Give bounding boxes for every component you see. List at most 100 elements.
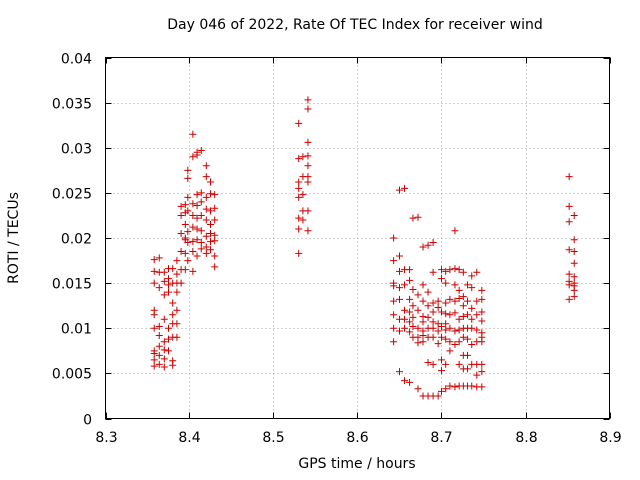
data-point <box>184 207 192 215</box>
data-point <box>396 284 403 292</box>
data-point <box>406 295 414 303</box>
data-point <box>211 263 219 271</box>
grid <box>105 57 610 419</box>
data-point <box>189 238 197 246</box>
data-point <box>455 338 463 346</box>
data-point <box>401 306 409 314</box>
data-point <box>478 286 486 294</box>
data-point <box>173 257 181 265</box>
data-point <box>193 191 201 199</box>
data-point <box>409 322 417 330</box>
data-point <box>165 324 172 332</box>
data-point <box>202 173 210 181</box>
data-point <box>169 361 177 369</box>
data-point <box>429 268 437 276</box>
data-point <box>173 270 181 278</box>
data-point <box>390 324 398 332</box>
data-point <box>451 327 459 335</box>
data-point <box>165 347 172 355</box>
data-point <box>207 246 214 254</box>
data-point <box>396 186 403 194</box>
data-point <box>442 267 450 275</box>
data-point <box>150 267 158 275</box>
data-point <box>207 207 214 215</box>
data-point <box>434 327 442 335</box>
data-point <box>197 239 205 247</box>
data-point <box>570 259 578 267</box>
data-point <box>478 368 486 376</box>
data-point <box>473 326 481 334</box>
data-point <box>401 324 409 332</box>
data-point <box>424 241 432 249</box>
data-point <box>189 130 197 138</box>
data-point <box>197 211 205 219</box>
data-point <box>299 191 307 199</box>
data-point <box>211 237 219 245</box>
data-point <box>438 322 445 330</box>
data-point <box>478 383 486 391</box>
data-point <box>464 335 472 343</box>
data-point <box>173 288 181 296</box>
x-tick-label: 8.9 <box>599 430 621 446</box>
data-point <box>419 297 427 305</box>
data-point <box>189 200 197 208</box>
data-point <box>473 268 481 276</box>
data-point <box>177 211 185 219</box>
data-point <box>406 378 414 386</box>
data-point <box>401 281 409 289</box>
data-point <box>193 236 201 244</box>
data-point <box>424 313 432 321</box>
data-point <box>150 362 158 370</box>
data-point <box>295 249 303 257</box>
data-point <box>202 162 210 170</box>
data-point <box>202 205 210 213</box>
data-point <box>181 266 189 274</box>
data-point <box>473 371 481 379</box>
data-point <box>434 340 442 348</box>
data-point <box>155 342 163 350</box>
data-point <box>429 308 437 316</box>
data-point <box>565 246 573 254</box>
data-point <box>165 275 172 283</box>
data-point <box>207 178 214 186</box>
data-point <box>390 297 398 305</box>
data-point <box>189 248 197 256</box>
data-point <box>429 299 437 307</box>
y-tick-label: 0.01 <box>61 322 92 338</box>
data-point <box>570 236 578 244</box>
data-point <box>197 198 205 206</box>
data-point <box>184 166 192 174</box>
data-point <box>438 308 445 316</box>
data-point <box>446 295 454 303</box>
data-point <box>193 252 201 260</box>
data-point <box>570 248 578 256</box>
data-point <box>414 324 422 332</box>
data-point <box>434 303 442 311</box>
data-point <box>181 249 189 257</box>
data-point <box>165 335 172 343</box>
data-point <box>478 360 486 368</box>
data-point <box>295 193 303 201</box>
data-point <box>451 383 459 391</box>
data-point <box>304 178 312 186</box>
x-tick-label: 8.5 <box>262 430 284 446</box>
data-point <box>211 204 219 212</box>
data-point <box>160 363 168 371</box>
data-point <box>207 238 214 246</box>
y-tick-label: 0 <box>83 413 92 429</box>
data-point <box>455 294 463 302</box>
data-point <box>390 282 398 290</box>
data-point <box>438 275 445 283</box>
data-point <box>165 281 172 289</box>
data-point <box>184 193 192 201</box>
x-axis-label: GPS time / hours <box>298 456 416 472</box>
data-point <box>459 333 467 341</box>
data-point <box>184 257 192 265</box>
data-point <box>193 202 201 210</box>
data-point <box>446 382 454 390</box>
data-point <box>414 213 422 221</box>
data-point <box>160 277 168 285</box>
data-point <box>446 311 454 319</box>
data-point <box>173 306 181 314</box>
